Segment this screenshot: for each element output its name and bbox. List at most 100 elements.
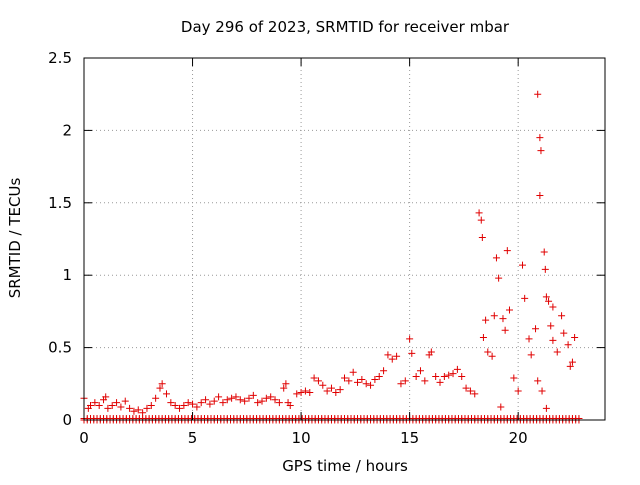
data-point bbox=[503, 247, 511, 255]
data-point bbox=[236, 396, 244, 404]
data-point bbox=[167, 399, 175, 407]
data-point bbox=[314, 377, 322, 385]
data-point bbox=[542, 404, 550, 412]
data-point bbox=[126, 404, 134, 412]
data-point bbox=[521, 294, 529, 302]
data-point bbox=[327, 384, 335, 392]
data-point bbox=[197, 399, 205, 407]
data-point bbox=[416, 367, 424, 375]
data-point bbox=[527, 351, 535, 359]
data-point bbox=[568, 358, 576, 366]
data-point bbox=[432, 373, 440, 381]
data-point bbox=[249, 391, 257, 399]
x-tick-label: 15 bbox=[400, 429, 419, 447]
data-point bbox=[380, 367, 388, 375]
data-point bbox=[354, 378, 362, 386]
data-point bbox=[466, 387, 474, 395]
data-point bbox=[547, 322, 555, 330]
y-tick-label: 2.5 bbox=[48, 49, 72, 67]
data-point bbox=[228, 394, 236, 402]
data-point bbox=[215, 393, 223, 401]
data-point bbox=[286, 402, 294, 410]
x-tick-label: 20 bbox=[509, 429, 528, 447]
data-point bbox=[210, 397, 218, 405]
data-point bbox=[388, 355, 396, 363]
data-point bbox=[453, 365, 461, 373]
data-point bbox=[397, 380, 405, 388]
y-tick-label: 1 bbox=[62, 266, 72, 284]
data-point bbox=[310, 374, 318, 382]
data-point bbox=[482, 316, 490, 324]
data-point bbox=[306, 388, 314, 396]
data-point bbox=[108, 402, 116, 410]
data-point bbox=[171, 402, 179, 410]
data-point bbox=[358, 375, 366, 383]
data-point bbox=[408, 349, 416, 357]
data-point bbox=[571, 333, 579, 341]
data-point bbox=[158, 380, 166, 388]
data-point bbox=[275, 399, 283, 407]
data-point bbox=[492, 254, 500, 262]
data-point bbox=[375, 373, 383, 381]
x-tick-label: 10 bbox=[292, 429, 311, 447]
data-point bbox=[130, 407, 138, 415]
data-point bbox=[519, 261, 527, 269]
data-point bbox=[553, 348, 561, 356]
data-point bbox=[406, 335, 414, 343]
y-tick-label: 0 bbox=[62, 411, 72, 429]
data-point bbox=[427, 348, 435, 356]
data-point bbox=[393, 352, 401, 360]
data-point bbox=[525, 335, 533, 343]
data-point bbox=[436, 378, 444, 386]
x-axis-title: GPS time / hours bbox=[282, 457, 408, 475]
data-point bbox=[95, 402, 103, 410]
data-point bbox=[499, 315, 507, 323]
data-point bbox=[113, 399, 121, 407]
data-point bbox=[412, 373, 420, 381]
data-point bbox=[401, 377, 409, 385]
data-point bbox=[341, 374, 348, 382]
data-point bbox=[262, 394, 270, 402]
data-point bbox=[560, 329, 568, 337]
data-point bbox=[505, 306, 513, 314]
data-point bbox=[104, 404, 112, 412]
data-point bbox=[534, 90, 542, 98]
data-point bbox=[488, 352, 496, 360]
data-point bbox=[421, 377, 429, 385]
x-tick-label: 5 bbox=[188, 429, 198, 447]
data-point bbox=[117, 403, 125, 411]
data-point bbox=[121, 397, 129, 405]
data-point bbox=[540, 248, 548, 256]
data-point bbox=[532, 325, 540, 333]
data-point bbox=[566, 362, 574, 370]
data-points bbox=[80, 90, 583, 424]
data-point bbox=[541, 265, 549, 273]
data-point bbox=[332, 388, 340, 396]
data-point bbox=[297, 388, 305, 396]
data-point bbox=[536, 134, 544, 142]
data-point bbox=[319, 381, 327, 389]
data-point bbox=[219, 399, 227, 407]
data-point bbox=[280, 384, 288, 392]
data-point bbox=[323, 387, 331, 395]
x-tick-label: 0 bbox=[79, 429, 89, 447]
data-point bbox=[232, 393, 240, 401]
data-point bbox=[477, 216, 485, 224]
data-point bbox=[184, 399, 192, 407]
data-point bbox=[336, 386, 344, 394]
chart-title: Day 296 of 2023, SRMTID for receiver mba… bbox=[181, 18, 510, 36]
data-point bbox=[271, 396, 279, 404]
data-point bbox=[293, 390, 301, 398]
plot-frame bbox=[83, 57, 606, 421]
data-point bbox=[202, 396, 210, 404]
data-point bbox=[495, 274, 503, 282]
data-point bbox=[538, 387, 546, 395]
data-point bbox=[545, 297, 553, 305]
data-point bbox=[102, 393, 110, 401]
data-point bbox=[537, 147, 545, 155]
data-point bbox=[575, 415, 583, 423]
data-point bbox=[549, 336, 557, 344]
data-point bbox=[180, 402, 188, 410]
y-axis-title: SRMTID / TECUs bbox=[6, 178, 24, 299]
data-point bbox=[542, 293, 550, 301]
